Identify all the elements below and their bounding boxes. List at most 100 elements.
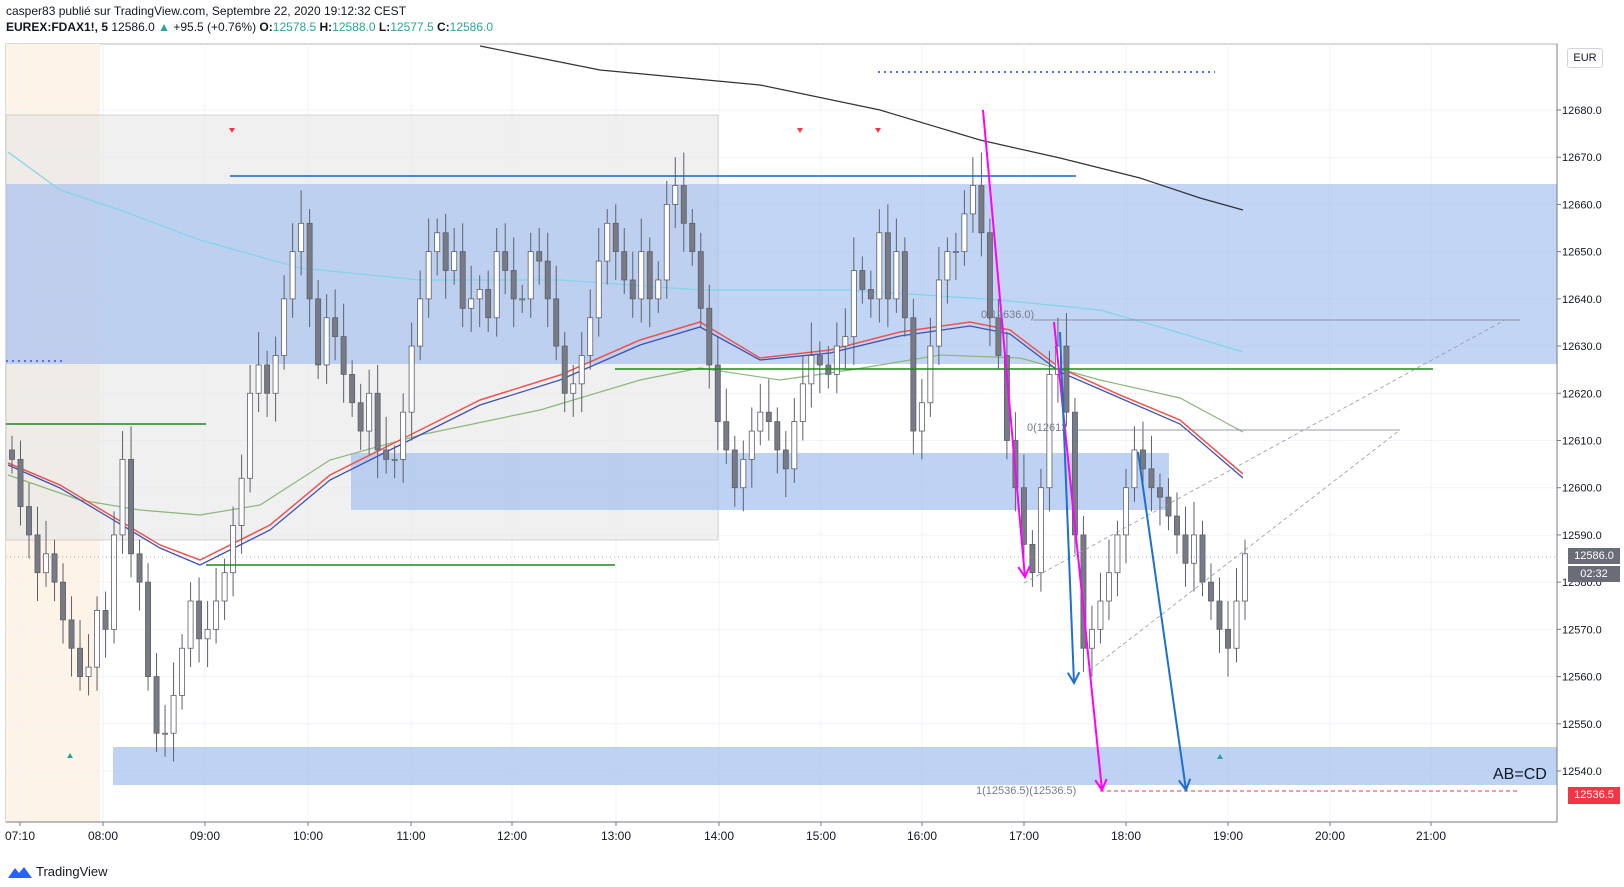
candle-down — [561, 345, 568, 394]
candle-up — [527, 251, 534, 300]
candle-down — [51, 553, 58, 583]
candle-up — [425, 251, 432, 300]
candle-up — [119, 458, 126, 536]
candle-down — [621, 251, 628, 281]
candle-up — [434, 232, 441, 253]
candle-up — [672, 185, 679, 205]
candle-up — [408, 345, 415, 413]
time-axis[interactable]: 07:10 08:00 09:00 10:00 11:00 12:00 13:00 14:00… — [5, 821, 1557, 843]
candle-up — [272, 355, 279, 394]
candle-down — [544, 260, 551, 300]
trend-dashed-line-2 — [1089, 429, 1401, 671]
candle-down — [629, 279, 636, 300]
candle-down — [706, 307, 713, 366]
candle-down — [731, 449, 738, 489]
candle-down — [1199, 534, 1206, 583]
symbol-label[interactable]: EUREX:FDAX1!, 5 — [6, 20, 109, 34]
candle-down — [553, 298, 560, 347]
candle-down — [1020, 487, 1027, 545]
candle-up — [170, 695, 177, 734]
candle-up — [238, 477, 245, 526]
candle-up — [1131, 449, 1138, 489]
candle-up — [1046, 373, 1053, 489]
candle-up — [111, 534, 117, 630]
price-axis[interactable]: 12540.012550.012560.012570.012580.012590… — [1556, 44, 1602, 822]
buy-signal-marker — [67, 753, 73, 758]
change-up-icon: ▲ — [158, 20, 170, 34]
last-price: 12586.0 — [111, 20, 155, 34]
candle-down — [77, 647, 83, 677]
price-tick-label: 12670.0 — [1562, 152, 1602, 164]
abcd-label: AB=CD — [1493, 766, 1547, 783]
candle-down — [383, 449, 390, 460]
time-tick-label: 09:00 — [190, 829, 220, 843]
candle-up — [451, 251, 458, 271]
candle-up — [799, 383, 806, 423]
low-value: 12577.5 — [390, 20, 434, 34]
candle-up — [255, 364, 262, 394]
sma-black-line — [479, 45, 1244, 211]
candle-down — [697, 251, 704, 309]
candle-up — [757, 411, 764, 432]
candle-up — [493, 251, 500, 319]
candle-down — [26, 506, 32, 536]
currency-badge[interactable]: EUR — [1567, 48, 1603, 68]
candle-up — [935, 279, 942, 347]
candle-up — [944, 251, 951, 281]
candle-up — [476, 289, 483, 300]
candle-down — [986, 232, 993, 319]
magenta-arrow-1 — [982, 109, 1026, 578]
candle-up — [969, 185, 976, 215]
trend-dashed-line-1 — [1023, 319, 1506, 584]
candle-down — [689, 222, 696, 253]
candle-up — [213, 600, 220, 630]
candle-down — [1063, 345, 1070, 413]
candle-up — [918, 402, 925, 432]
candle-down — [1208, 581, 1214, 602]
time-tick-label: 21:00 — [1416, 829, 1446, 843]
candle-down — [859, 270, 866, 290]
candle-up — [1105, 572, 1112, 602]
candle-up — [289, 251, 296, 300]
candle-up — [519, 298, 526, 301]
candle-down — [34, 534, 41, 574]
candle-down — [340, 336, 347, 375]
candle-down — [680, 185, 687, 224]
candle-up — [663, 204, 670, 281]
time-tick-label: 14:00 — [704, 829, 734, 843]
candle-up — [468, 298, 475, 309]
time-tick-label: 07:10 — [5, 829, 35, 843]
candle-down — [459, 251, 466, 309]
candle-down — [349, 373, 356, 404]
blue-arrow-2 — [1137, 451, 1187, 791]
time-tick-label: 17:00 — [1009, 829, 1039, 843]
time-tick-label: 15:00 — [806, 829, 836, 843]
ohlc-line: EUREX:FDAX1!, 5 12586.0 ▲ +95.5 (+0.76%)… — [6, 20, 494, 34]
sell-signal-marker — [229, 128, 235, 133]
blue-arrow-1 — [1059, 331, 1075, 684]
candle-down — [153, 676, 160, 734]
price-tick-label: 12540.0 — [1562, 766, 1602, 778]
candle-down — [978, 185, 985, 234]
candle-down — [485, 289, 492, 319]
time-tick-label: 08:00 — [88, 829, 118, 843]
sma-cyan-line — [7, 151, 1244, 353]
candle-down — [910, 317, 917, 432]
candle-up — [833, 345, 840, 375]
publish-line: casper83 publié sur TradingView.com, Sep… — [6, 4, 407, 18]
candle-down — [867, 289, 874, 300]
candle-down — [315, 298, 322, 366]
candle-up — [638, 251, 645, 300]
drawings — [6, 71, 1557, 793]
candle-up — [876, 232, 883, 300]
price-tick-label: 12570.0 — [1562, 624, 1602, 636]
candle-up — [204, 628, 211, 640]
candle-down — [782, 449, 789, 470]
candle-down — [723, 421, 730, 451]
candle-down — [442, 232, 449, 271]
candle-up — [1191, 534, 1197, 564]
open-value: 12578.5 — [272, 20, 317, 34]
tradingview-footer[interactable]: TradingView — [8, 864, 108, 879]
candle-down — [1148, 468, 1155, 489]
